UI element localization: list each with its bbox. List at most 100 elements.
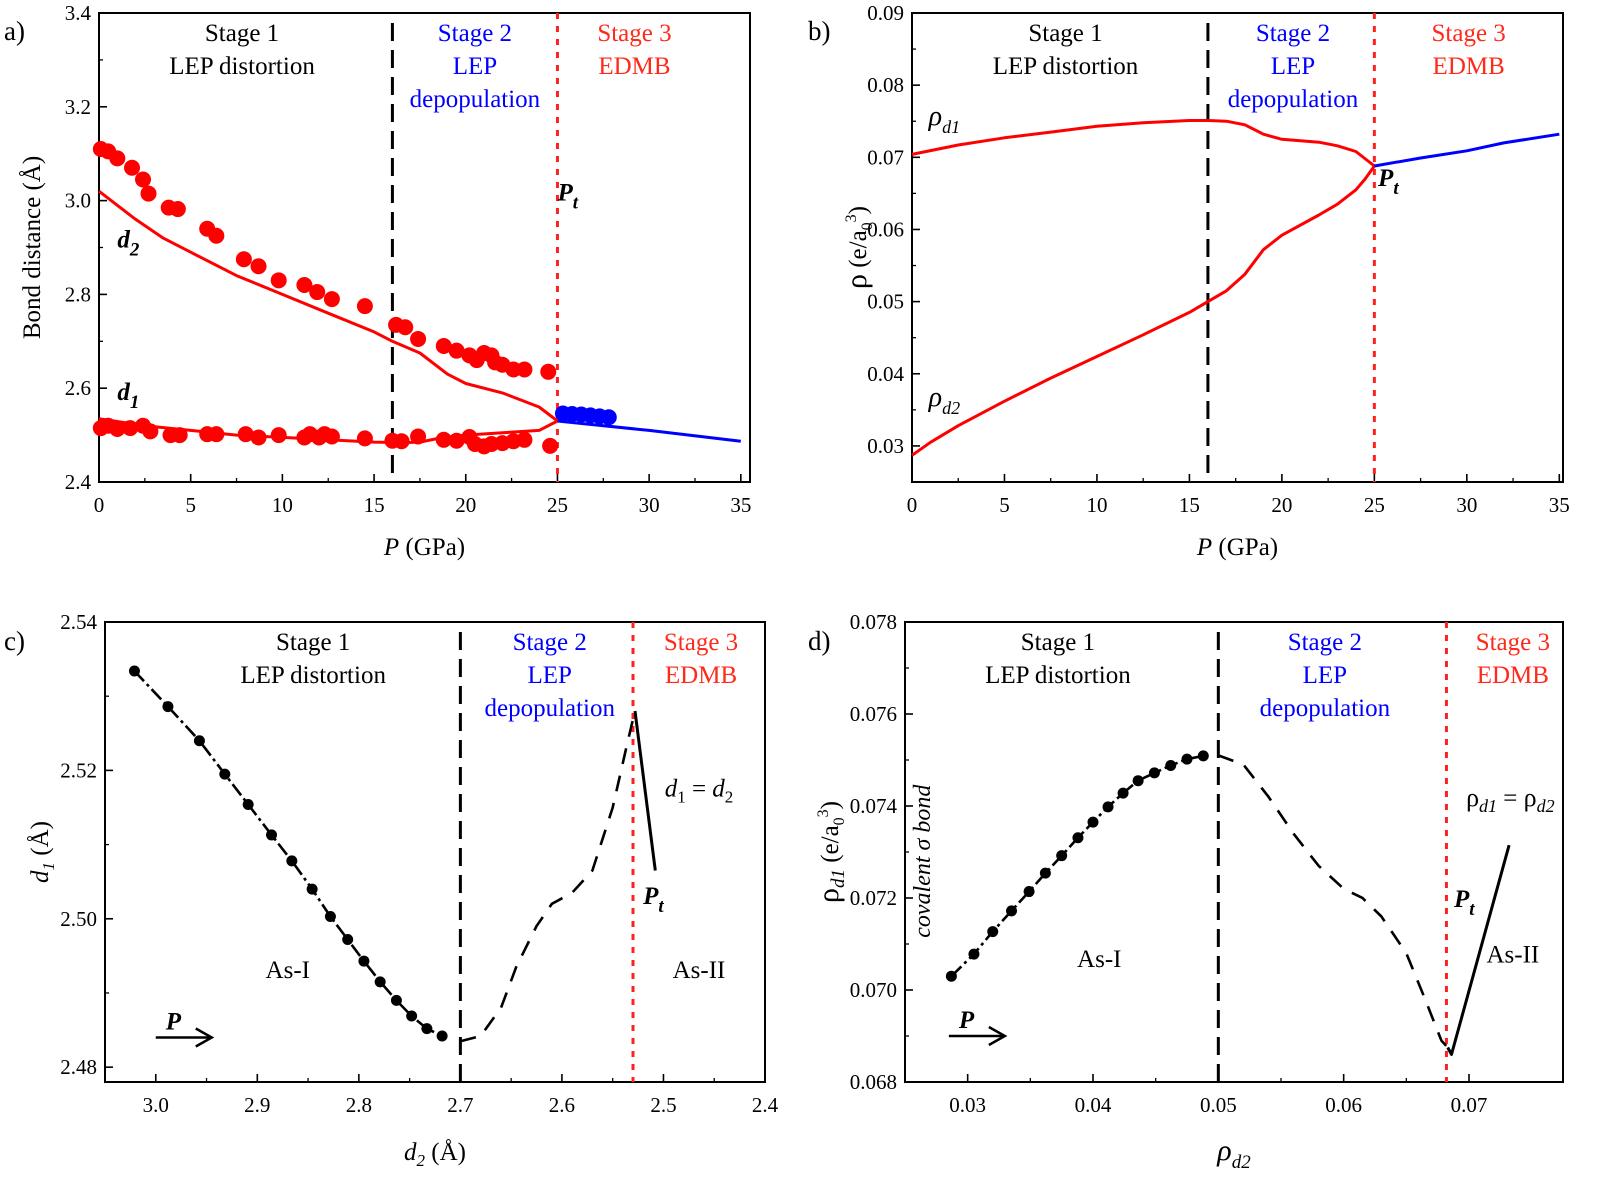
x-tick-label: 25 xyxy=(547,493,568,517)
y-tick-label: 0.070 xyxy=(850,978,897,1002)
data-point xyxy=(1165,760,1177,772)
x-tick-label: 0.04 xyxy=(1075,1093,1112,1117)
x-tick-label: 2.9 xyxy=(244,1093,270,1117)
x-tick-label: 35 xyxy=(1549,493,1570,517)
annotation-label: Pt xyxy=(642,883,664,917)
stage-label: LEP distortion xyxy=(993,53,1139,80)
data-point xyxy=(109,150,126,167)
x-tick-label: 2.5 xyxy=(650,1093,676,1117)
series-line xyxy=(1446,844,1511,1056)
annotation-rotated: covalent σ bond xyxy=(910,784,936,938)
data-point xyxy=(1102,801,1114,813)
x-axis-title: P (GPa) xyxy=(383,534,465,561)
y-tick-label: 0.05 xyxy=(867,290,904,314)
data-point xyxy=(397,319,414,336)
annotation-label: ρd1 xyxy=(928,101,960,137)
x-tick-label: 20 xyxy=(1271,493,1292,517)
arrow-label: P xyxy=(165,1008,182,1035)
data-point xyxy=(1023,886,1035,898)
data-point xyxy=(1117,787,1129,799)
plot-frame xyxy=(98,12,751,483)
x-tick-label: 2.8 xyxy=(346,1093,372,1117)
y-tick-label: 0.074 xyxy=(850,794,898,818)
data-point xyxy=(1181,753,1193,765)
data-point xyxy=(505,361,522,378)
y-tick-label: 0.07 xyxy=(867,145,904,169)
arrow-head-icon xyxy=(195,1027,215,1048)
data-point xyxy=(270,272,287,289)
y-tick-label: 2.48 xyxy=(60,1055,97,1079)
data-point xyxy=(1006,905,1018,917)
series-line xyxy=(1374,132,1560,168)
data-point xyxy=(324,911,336,923)
data-point xyxy=(987,926,999,938)
y-tick-label: 0.06 xyxy=(867,217,904,241)
y-axis-title: ρ (e/a03) xyxy=(840,206,876,289)
y-tick-label: 0.078 xyxy=(850,610,897,634)
data-point xyxy=(309,284,326,301)
stage-label: depopulation xyxy=(1260,695,1391,722)
stage-label: Stage 3 xyxy=(1476,629,1550,656)
y-tick-label: 2.4 xyxy=(65,470,92,494)
x-tick-label: 0.05 xyxy=(1200,1093,1237,1117)
annotation-label: d1 xyxy=(117,379,139,413)
series-line xyxy=(98,417,559,445)
x-tick-label: 25 xyxy=(1364,493,1385,517)
y-tick-label: 2.6 xyxy=(65,376,91,400)
data-point xyxy=(270,427,287,444)
data-point xyxy=(193,735,205,747)
x-tick-label: 30 xyxy=(1456,493,1477,517)
data-point xyxy=(421,1023,433,1035)
arrow-head-icon xyxy=(988,1025,1008,1047)
data-point xyxy=(323,428,340,445)
series-line xyxy=(911,165,1376,457)
x-tick-label: 0 xyxy=(907,493,918,517)
stage-label: Stage 3 xyxy=(664,629,738,656)
data-point xyxy=(406,1010,418,1022)
y-tick-label: 3.2 xyxy=(65,95,91,119)
data-point xyxy=(1132,775,1144,787)
stage-label: EDMB xyxy=(598,53,670,80)
stage-label: LEP distortion xyxy=(985,662,1131,689)
data-point xyxy=(356,430,373,447)
x-tick-label: 0.06 xyxy=(1325,1093,1362,1117)
data-point xyxy=(208,227,225,244)
panel-label: b) xyxy=(808,16,831,46)
data-point xyxy=(516,431,533,448)
stage-label: Stage 1 xyxy=(1021,629,1095,656)
annotation-label: Pt xyxy=(556,180,578,214)
y-axis-title: Bond distance (Å) xyxy=(19,156,46,339)
data-point xyxy=(1039,867,1051,879)
data-point xyxy=(540,363,557,380)
x-tick-label: 2.4 xyxy=(752,1093,779,1117)
data-point xyxy=(436,1030,448,1042)
data-point xyxy=(542,437,559,454)
x-tick-label: 0 xyxy=(94,493,105,517)
annotation-label: As-I xyxy=(1077,946,1121,973)
data-point xyxy=(323,291,340,308)
x-tick-label: 2.7 xyxy=(447,1093,473,1117)
y-tick-label: 0.076 xyxy=(850,702,897,726)
series-line-dashdot xyxy=(133,670,443,1038)
stage-label: depopulation xyxy=(484,695,615,722)
annotation-label: d2 xyxy=(117,227,140,261)
x-axis-title: P (GPa) xyxy=(1196,534,1278,561)
x-tick-label: 15 xyxy=(364,493,385,517)
data-point xyxy=(1056,850,1068,862)
x-tick-label: 35 xyxy=(730,493,751,517)
y-tick-label: 3.0 xyxy=(65,189,91,213)
series-line xyxy=(557,419,741,443)
stage-label: depopulation xyxy=(410,86,541,113)
data-point xyxy=(296,277,313,294)
stage-label: depopulation xyxy=(1228,86,1359,113)
y-tick-label: 0.072 xyxy=(850,886,897,910)
x-tick-label: 10 xyxy=(1086,493,1107,517)
data-point xyxy=(124,159,141,176)
data-point xyxy=(135,171,152,188)
data-point xyxy=(1148,767,1160,779)
x-tick-label: 5 xyxy=(185,493,196,517)
annotation-label: Pt xyxy=(1453,886,1475,920)
panel-c: 3.0 2.9 2.8 2.7 2.6 2.5 2.4 2.48 2.50 2.52 2.54 c) d… xyxy=(4,610,779,1170)
series-line xyxy=(633,710,657,871)
